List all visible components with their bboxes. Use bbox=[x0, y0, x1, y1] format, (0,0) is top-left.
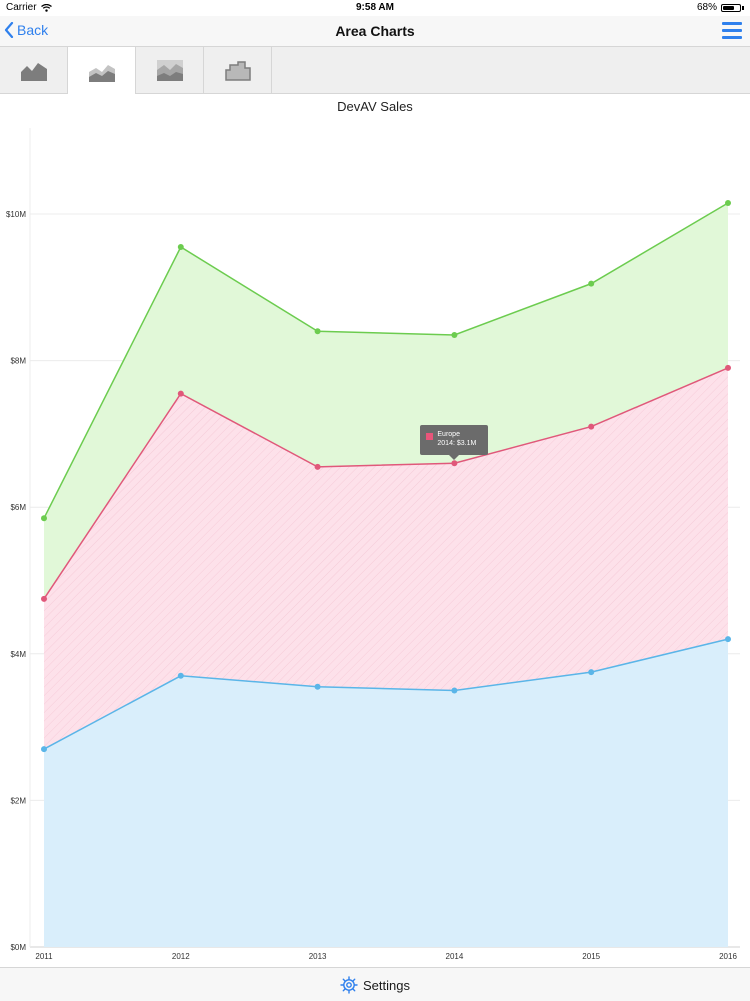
x-tick-label: 2016 bbox=[719, 952, 737, 961]
area-series-2 bbox=[44, 367, 728, 750]
battery-percent: 68% bbox=[696, 2, 717, 13]
area-series-1 bbox=[44, 639, 728, 947]
status-bar: Carrier 9:58 AM 68% bbox=[0, 0, 750, 16]
chart-title: DevAV Sales bbox=[337, 99, 413, 114]
data-point bbox=[314, 328, 321, 335]
x-tick-label: 2015 bbox=[582, 952, 600, 961]
battery-info: 68% bbox=[697, 2, 744, 13]
x-tick-label: 2012 bbox=[172, 952, 190, 961]
y-tick-label: $6M bbox=[10, 503, 26, 512]
tooltip-swatch bbox=[426, 433, 434, 441]
data-point bbox=[451, 460, 458, 467]
area-chart-icon bbox=[20, 63, 47, 81]
data-point bbox=[588, 423, 595, 430]
status-time: 9:58 AM bbox=[356, 2, 394, 13]
navigation-bar: Back Area Charts bbox=[0, 16, 750, 47]
full-stacked-area-chart-icon bbox=[156, 60, 183, 81]
y-tick-label: $10M bbox=[6, 210, 26, 219]
tab-area-chart[interactable] bbox=[0, 47, 68, 93]
y-tick-label: $0M bbox=[10, 943, 26, 952]
data-point bbox=[588, 669, 595, 676]
x-tick-label: 2011 bbox=[35, 952, 53, 961]
tab-stacked-area-chart[interactable] bbox=[68, 47, 136, 94]
data-point bbox=[314, 463, 321, 470]
data-point bbox=[41, 746, 47, 753]
y-tick-label: $2M bbox=[10, 796, 26, 805]
gear-icon bbox=[340, 976, 358, 994]
tab-full-stacked-area-chart[interactable] bbox=[136, 47, 204, 93]
back-label: Back bbox=[17, 22, 49, 38]
chart-type-tabs bbox=[0, 47, 750, 94]
x-tick-label: 2013 bbox=[309, 952, 327, 961]
y-tick-label: $4M bbox=[10, 650, 26, 659]
menu-button[interactable] bbox=[722, 22, 742, 40]
data-point bbox=[588, 280, 595, 287]
series-line-3 bbox=[43, 202, 729, 519]
tab-step-area-chart[interactable] bbox=[204, 47, 272, 93]
page-title: Area Charts bbox=[335, 23, 415, 39]
area-chart[interactable]: $0M $2M $4M $6M $8M $10M 2011 2012 2013 2014 2015 2… bbox=[0, 120, 750, 965]
wifi-icon bbox=[40, 3, 52, 12]
chart-tooltip: Europe 2014: $3.1M bbox=[420, 425, 489, 461]
data-point bbox=[725, 364, 731, 371]
x-tick-label: 2014 bbox=[446, 952, 464, 961]
stacked-area-chart-icon bbox=[88, 64, 115, 82]
series-line-1 bbox=[43, 638, 729, 750]
bottom-toolbar: Settings bbox=[0, 967, 750, 1001]
tooltip-series: Europe bbox=[437, 431, 460, 439]
area-series-3 bbox=[44, 203, 728, 599]
settings-label: Settings bbox=[363, 977, 410, 993]
data-point bbox=[725, 200, 731, 207]
data-point bbox=[451, 331, 458, 338]
data-point bbox=[177, 672, 184, 679]
series-line-2 bbox=[43, 367, 729, 600]
carrier-label: Carrier bbox=[6, 2, 37, 13]
data-point bbox=[725, 636, 731, 643]
data-point bbox=[177, 390, 184, 397]
step-area-chart-icon bbox=[224, 61, 251, 81]
chevron-left-icon bbox=[4, 22, 14, 38]
settings-button[interactable]: Settings bbox=[0, 976, 750, 994]
battery-icon bbox=[721, 3, 741, 12]
data-point bbox=[41, 595, 47, 602]
data-point bbox=[314, 683, 321, 690]
y-tick-label: $8M bbox=[10, 357, 26, 366]
carrier-info: Carrier bbox=[6, 2, 52, 13]
data-point bbox=[177, 243, 184, 250]
data-point bbox=[451, 687, 458, 694]
back-button[interactable]: Back bbox=[4, 22, 48, 38]
tooltip-value: 2014: $3.1M bbox=[437, 440, 477, 448]
data-point bbox=[41, 515, 47, 522]
